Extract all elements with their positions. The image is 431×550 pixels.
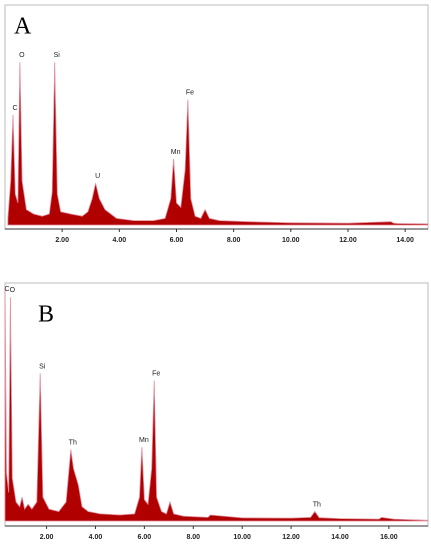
panel-title: A: [14, 14, 32, 40]
x-tick-label: 2.00: [55, 237, 69, 244]
peak-label: Mn: [139, 437, 149, 444]
x-tick-label: 6.00: [138, 534, 152, 541]
peak-label: Si: [39, 363, 46, 370]
peak-label: Th: [313, 501, 321, 508]
spectrum-area: [4, 287, 429, 522]
x-tick-label: 6.00: [170, 237, 184, 244]
x-tick-label: 14.00: [331, 534, 349, 541]
peak-label: Mn: [171, 149, 181, 156]
peak-label: O: [19, 52, 25, 59]
peak-label: U: [95, 173, 100, 180]
peak-label: Fe: [152, 370, 160, 377]
x-tick-label: 12.00: [339, 237, 357, 244]
x-tick-label: 8.00: [227, 237, 241, 244]
peak-label: Fe: [186, 89, 194, 96]
peak-label: O: [10, 287, 16, 294]
x-tick-label: 4.00: [89, 534, 103, 541]
x-tick-label: 14.00: [396, 237, 414, 244]
x-tick-label: 16.00: [380, 534, 398, 541]
panel-title: B: [38, 302, 54, 328]
spectrum-area: [7, 62, 429, 226]
plot-frame: [4, 4, 429, 230]
x-tick-label: 8.00: [186, 534, 200, 541]
peak-label: Th: [69, 439, 77, 446]
peak-label: Si: [54, 52, 61, 59]
x-tick-label: 4.00: [113, 237, 127, 244]
peak-label: C: [12, 105, 17, 112]
peak-label: C: [4, 286, 9, 293]
x-tick-label: 2.00: [40, 534, 54, 541]
x-tick-label: 10.00: [282, 237, 300, 244]
x-tick-label: 12.00: [282, 534, 300, 541]
x-tick-label: 10.00: [233, 534, 251, 541]
